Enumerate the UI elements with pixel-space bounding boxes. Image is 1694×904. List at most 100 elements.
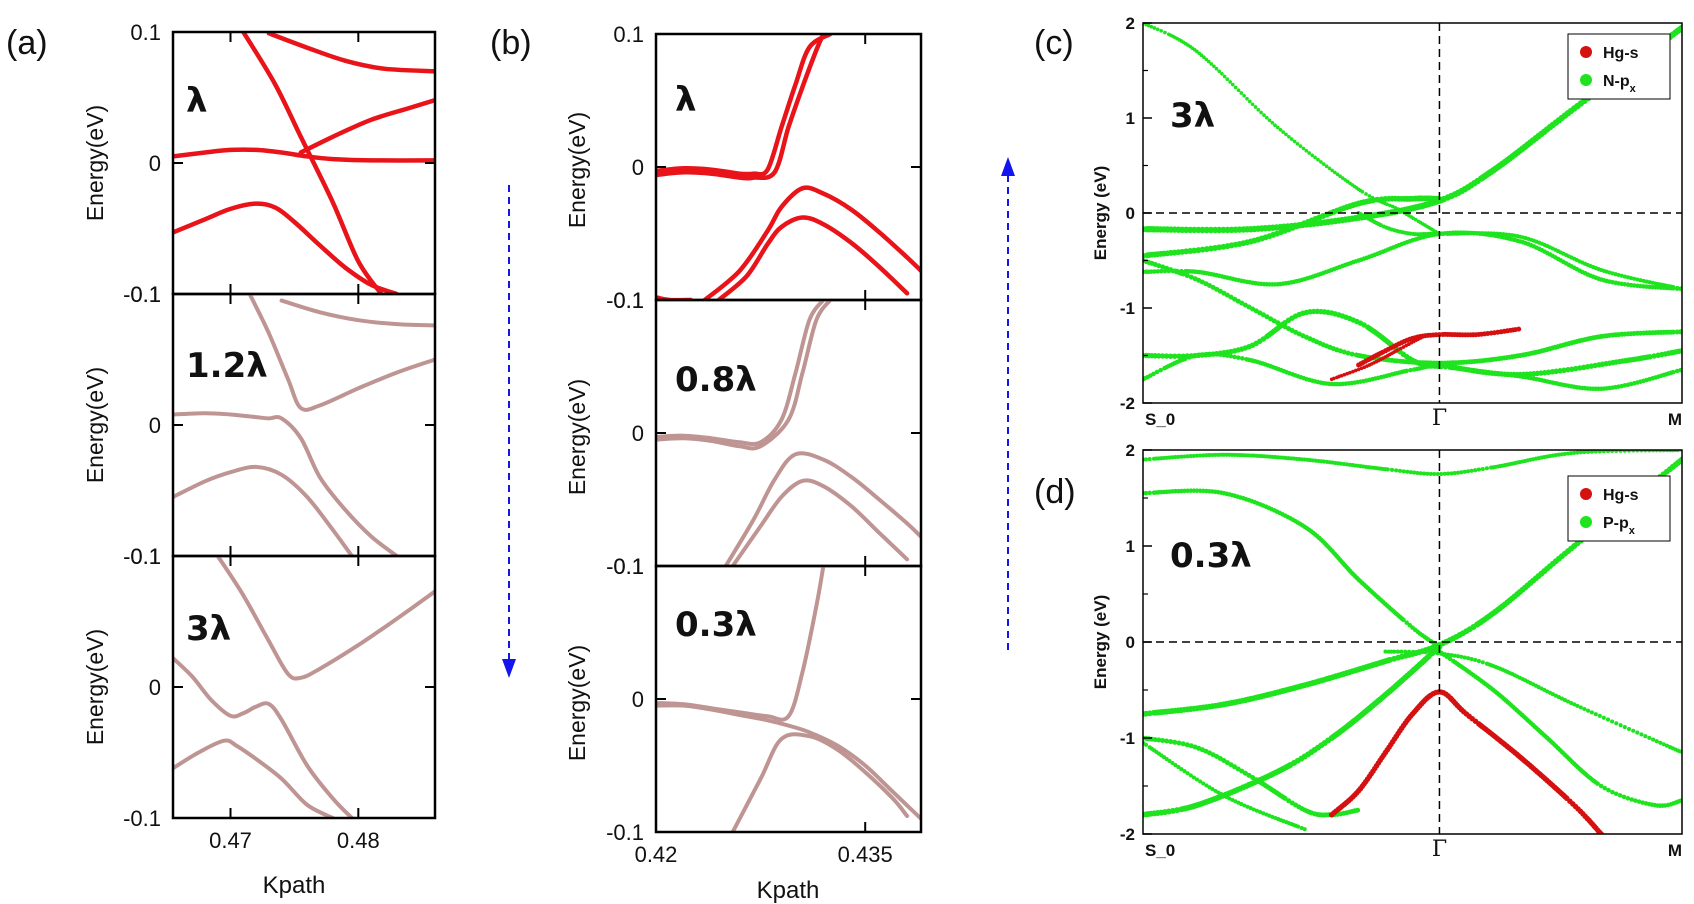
panel-b-subplot-2-frame [654,298,923,568]
panel-c-band-2-dot [1330,168,1334,173]
panel-a-subplot-2-label: 1.2λ [186,346,268,386]
panel-c: -2 -1 0 1 2 S_0 Γ M 3λ Energy (eV) Hg-s N-px [1091,14,1683,431]
panel-a-subplot-3-band-1 [215,556,435,681]
panel-c-band-2-dot [1253,105,1258,109]
panel-c-legend-np-label: N-px [1603,73,1637,95]
panel-d-band-9-dot [1170,760,1175,766]
panel-d-band-6-dot [1156,737,1162,743]
panel-d-band-4-dot [1473,657,1478,663]
panel-b-subplot-3-band-3 [730,732,910,832]
panel-c-band-8-dot [1228,353,1234,359]
panel-c-band-6-dot [1349,351,1355,357]
panel-c-band-2-dot [1390,204,1395,209]
panel-d-band-4-dot [1476,659,1481,664]
panel-c-band-8-dot [1204,352,1210,357]
panel-c-band-5-dot [1158,268,1164,274]
panel-d-band-3-dot [1194,453,1200,458]
panel-c-band-8-dot [1201,352,1207,357]
panel-c-band-6-dot [1670,329,1676,335]
panel-d-band-3-dot [1432,471,1437,477]
panel-b-subplot-2-ylabel: Energy(eV) [564,379,590,495]
panel-a-subplot-1-band-2 [173,201,399,294]
panel-c-band-8-dot [1225,353,1230,358]
panel-b-subplot-1: -0.1 0 0.1 λ Energy(eV) [564,22,923,313]
panel-c-band-6-dot [1337,348,1343,354]
panel-c-band-4-dot [1625,275,1631,280]
panel-a-subplot-1: -0.1 0 0.1 λ Energy(eV) [82,20,437,307]
panel-d-band-3-dot [1586,450,1591,454]
panel-d-band-4-dot [1575,703,1580,708]
panel-d-band-6-dot [1282,795,1288,801]
panel-a-subplot-3-label: 3λ [186,609,231,649]
panel-d-band-6-dot [1172,739,1178,745]
panel-c-band-10-dot [1401,345,1406,349]
panel-d-band-4-dot [1399,649,1404,654]
panel-d-band-3-dot [1484,466,1489,471]
panel-d-band-3-dot [1559,452,1564,457]
panel-d-band-4-dot [1651,737,1656,742]
panel-c-band-2-dot [1385,202,1389,207]
panel-b-subplot-2-band-4 [730,478,910,566]
panel-d-band-4-dot [1658,740,1663,745]
panel-c-band-8-dot [1218,352,1223,357]
panel-c-band-2-dot [1267,118,1272,123]
panel-c-band-8-dot [1154,369,1160,375]
panel-d-band-8-dot [1633,798,1638,803]
panel-c-band-2-dot [1250,102,1255,107]
panel-c-xtick-label: Γ [1432,406,1447,431]
panel-d-band-3-dot [1473,468,1478,473]
panel-b-subplot-3-ytick-label: 0.1 [613,554,644,579]
panel-d-band-4-dot [1395,649,1400,654]
panel-d: -2 -1 0 1 2 S_0 Γ M 0.3λ Energy (eV) Hg-s P-px [1091,441,1683,862]
panel-d-band-3-dot [1446,471,1451,476]
panel-d-band-3-dot [1170,455,1175,460]
panel-c-band-5-dot [1670,286,1676,291]
panel-d-band-4-dot [1565,699,1571,704]
panel-c-band-10-dot [1332,376,1336,381]
panel-c-band-2-dot [1304,148,1309,153]
panel-c-band-2-dot [1262,113,1266,117]
panel-b-subplot-1-ylabel: Energy(eV) [564,112,590,228]
panel-b-subplot-3-label: 0.3λ [675,605,757,645]
panel-d-band-6-dot [1164,738,1170,744]
panel-d-band-6-dot [1168,739,1174,745]
panel-c-band-6-dot [1168,267,1174,273]
panel-d-band-9-dot [1251,807,1256,812]
panel-d-xtick-label: S_0 [1145,841,1175,860]
panel-b-subplot-2-band-1 [656,300,826,447]
panel-c-band-2-dot [1413,217,1418,222]
panel-c-band-2-dot [1360,189,1365,194]
panel-d-legend-hg-label: Hg-s [1603,487,1639,504]
panel-c-band-4-dot [1638,278,1643,283]
panel-c-band-2-dot [1149,24,1154,29]
panel-c-band-6-dot [1188,274,1194,280]
panel-d-band-4-dot [1654,739,1659,744]
panel-d-band-3-dot [1198,453,1203,458]
panel-b-subplot-2: -0.1 0 0.1 0.8λ Energy(eV) [564,288,923,579]
panel-a-subplot-1-band-4 [266,32,435,74]
panel-c-band-7-dot [1647,354,1653,360]
panel-d-band-9-dot [1185,771,1190,776]
panel-d-band-8-dot [1598,783,1604,789]
panel-c-band-8-dot [1187,355,1192,360]
panel-c-band-2-dot [1152,26,1157,30]
panel-d-band-4-dot [1618,723,1623,728]
panel-d-band-3-dot [1418,471,1423,476]
panel-d-band-3-dot [1452,471,1457,476]
panel-d-band-4-dot [1423,650,1428,655]
panel-d-band-4-dot [1407,649,1412,654]
panel-c-band-5-dot [1678,286,1682,292]
panel-c-band-3 [1143,195,1442,259]
panel-a-subplot-2-ytick-label: 0.1 [130,282,161,307]
panel-c-band-2-dot [1313,155,1317,160]
panel-b-subplot-1-band-4 [716,215,910,300]
panel-a-subplot-2-band-2 [173,411,399,556]
panel-c-band-2-dot [1270,120,1275,125]
panel-d-band-9-dot [1143,742,1149,747]
panel-d-band-3-dot [1593,450,1598,454]
panel-c-band-6 [1143,257,1682,366]
panel-d-band-4-dot [1480,660,1485,665]
panel-d-band-2-dot [1143,490,1149,496]
panel-d-band-3 [1143,450,1682,477]
panel-c-band-7-dot [1159,353,1166,359]
